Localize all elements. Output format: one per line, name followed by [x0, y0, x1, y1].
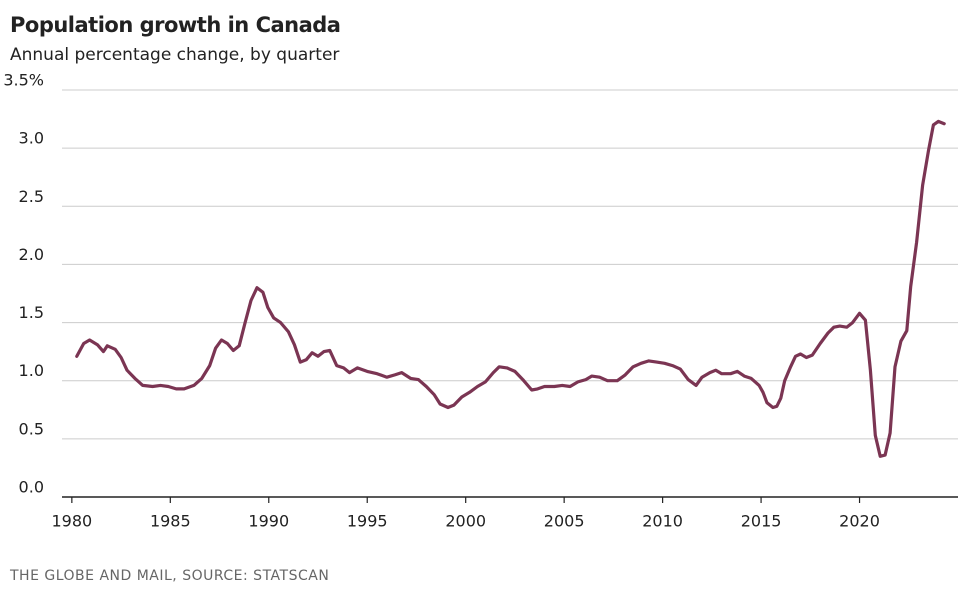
y-tick-label: 1.5 — [19, 303, 44, 322]
x-tick-label: 1985 — [150, 512, 191, 531]
source: THE GLOBE AND MAIL, SOURCE: STATSCAN — [9, 568, 329, 584]
x-tick-label: 2020 — [839, 512, 880, 531]
chart-title: Population growth in Canada — [10, 13, 340, 37]
x-tick-label: 2000 — [445, 512, 486, 531]
y-tick-label: 0.0 — [19, 478, 44, 497]
x-tick-label: 2015 — [741, 512, 782, 531]
y-tick-label: 2.0 — [19, 245, 44, 264]
y-tick-label: 3.5% — [3, 71, 44, 90]
x-tick-label: 2010 — [642, 512, 683, 531]
x-tick-label: 1990 — [248, 512, 289, 531]
y-tick-label: 1.0 — [19, 361, 44, 380]
line — [75, 119, 946, 458]
x-tick-label: 1980 — [51, 512, 92, 531]
x-tick-label: 2005 — [544, 512, 585, 531]
chart-subtitle: Annual percentage change, by quarter — [10, 45, 339, 65]
x-tick-label: 1995 — [347, 512, 388, 531]
y-tick-label: 0.5 — [19, 419, 44, 438]
y-tick-label: 3.0 — [19, 129, 44, 148]
y-tick-label: 2.5 — [19, 187, 44, 206]
